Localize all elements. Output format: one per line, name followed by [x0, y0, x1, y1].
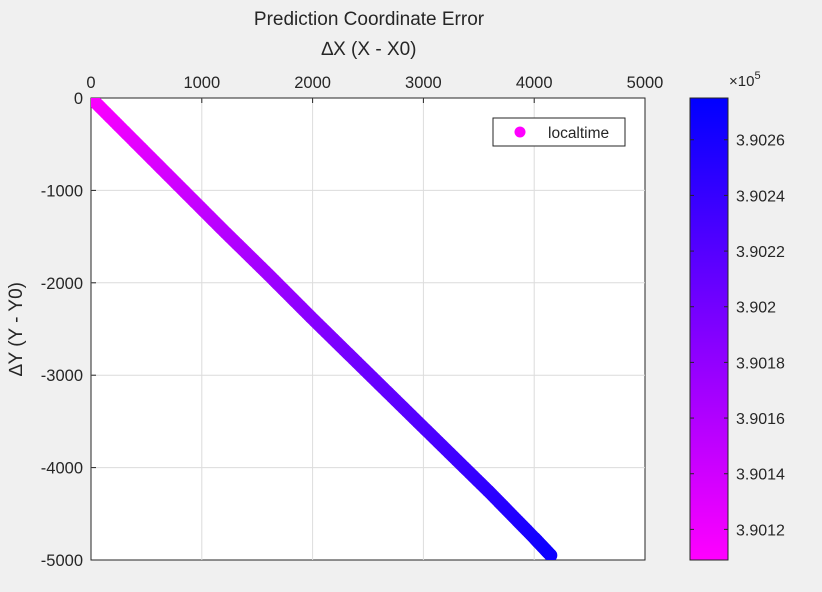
y-tick-label: -4000 [41, 460, 83, 478]
x-tick-label: 0 [86, 74, 95, 92]
axis-ticks: 0 1000 2000 3000 4000 5000 0 -1000 -2000 -3000 -40… [41, 74, 664, 570]
y-tick-label: -5000 [41, 552, 83, 570]
x-tick-label: 3000 [405, 74, 442, 92]
colorbar-tick-label: 3.9026 [736, 133, 785, 150]
y-tick-label: -2000 [41, 275, 83, 293]
colorbar-tick-label: 3.9024 [736, 188, 785, 205]
chart-title: Prediction Coordinate Error [254, 9, 485, 30]
colorbar: 3.9012 3.9014 3.9016 3.9018 3.902 3.9022 3.902… [689, 70, 785, 561]
plot-area [90, 97, 646, 561]
x-tick-label: 4000 [516, 74, 553, 92]
colorbar-tick-label: 3.9022 [736, 244, 785, 261]
y-tick-label: -3000 [41, 367, 83, 385]
x-axis-label: ∆X (X - X0) [321, 39, 416, 60]
x-tick-label: 5000 [627, 74, 664, 92]
x-tick-label: 2000 [294, 74, 331, 92]
x-tick-label: 1000 [183, 74, 220, 92]
y-tick-label: -1000 [41, 182, 83, 200]
colorbar-tick-label: 3.9018 [736, 355, 785, 372]
scatter-point [544, 548, 558, 560]
y-tick-label: 0 [74, 90, 83, 108]
colorbar-gradient [689, 97, 729, 561]
legend[interactable]: localtime [492, 117, 626, 147]
y-axis-label: ∆Y (Y - Y0) [6, 282, 27, 376]
colorbar-exponent: ×105 [729, 70, 761, 90]
colorbar-exponent-base: ×10 [729, 73, 754, 90]
legend-label: localtime [548, 125, 609, 142]
colorbar-tick-label: 3.9012 [736, 522, 785, 539]
colorbar-tick-label: 3.9014 [736, 467, 785, 484]
colorbar-ticks: 3.9012 3.9014 3.9016 3.9018 3.902 3.9022 3.902… [690, 133, 785, 539]
legend-marker [514, 126, 526, 138]
colorbar-tick-label: 3.902 [736, 300, 776, 317]
colorbar-exponent-power: 5 [754, 70, 760, 82]
colorbar-tick-label: 3.9016 [736, 411, 785, 428]
data-series [91, 98, 558, 560]
